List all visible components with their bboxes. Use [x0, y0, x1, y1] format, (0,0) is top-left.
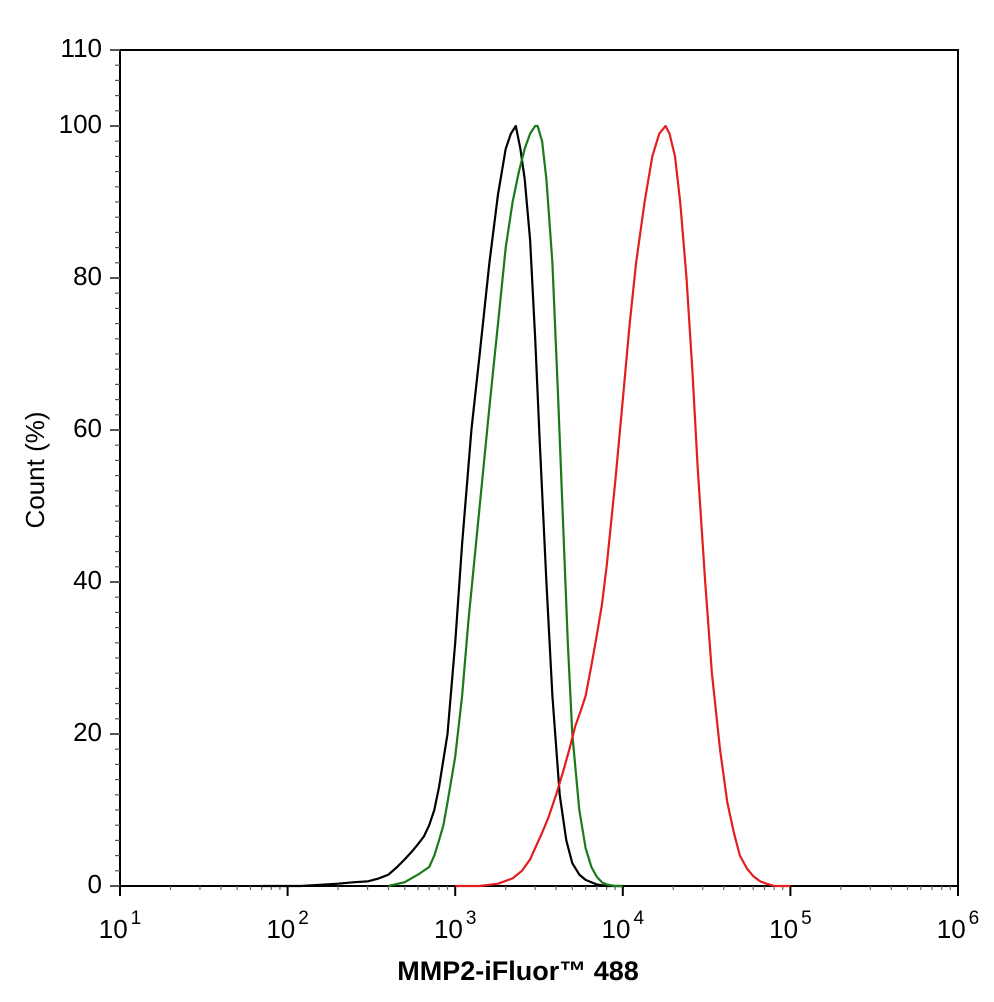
y-axis-title: Count (%)	[20, 411, 50, 528]
x-tick-label: 10 1	[99, 908, 142, 944]
x-tick-label: 10 4	[602, 908, 645, 944]
x-tick-label: 10 5	[769, 908, 812, 944]
y-tick-label: 80	[73, 261, 102, 291]
y-tick-label: 100	[59, 109, 102, 139]
series-line-2	[388, 124, 623, 888]
x-axis-title: MMP2-iFluor™ 488	[397, 956, 639, 986]
series-line-1	[261, 124, 623, 888]
y-tick-label: 20	[73, 717, 102, 747]
y-axis-ticks: 0 20 40 60 80 100 110	[59, 33, 120, 899]
series-lines	[261, 124, 791, 888]
x-tick-label: 10 6	[937, 908, 980, 944]
x-tick-label: 10 2	[266, 908, 309, 944]
x-axis-ticks: 10 1 10 2 10 3 10 4 10 5 10 6	[99, 886, 980, 944]
plot-frame	[119, 49, 959, 887]
y-tick-label: 60	[73, 413, 102, 443]
x-tick-label: 10 3	[434, 908, 477, 944]
y-tick-label: 0	[88, 869, 102, 899]
y-tick-label: 110	[61, 33, 102, 63]
series-line-3	[455, 124, 791, 888]
y-tick-label: 40	[73, 565, 102, 595]
